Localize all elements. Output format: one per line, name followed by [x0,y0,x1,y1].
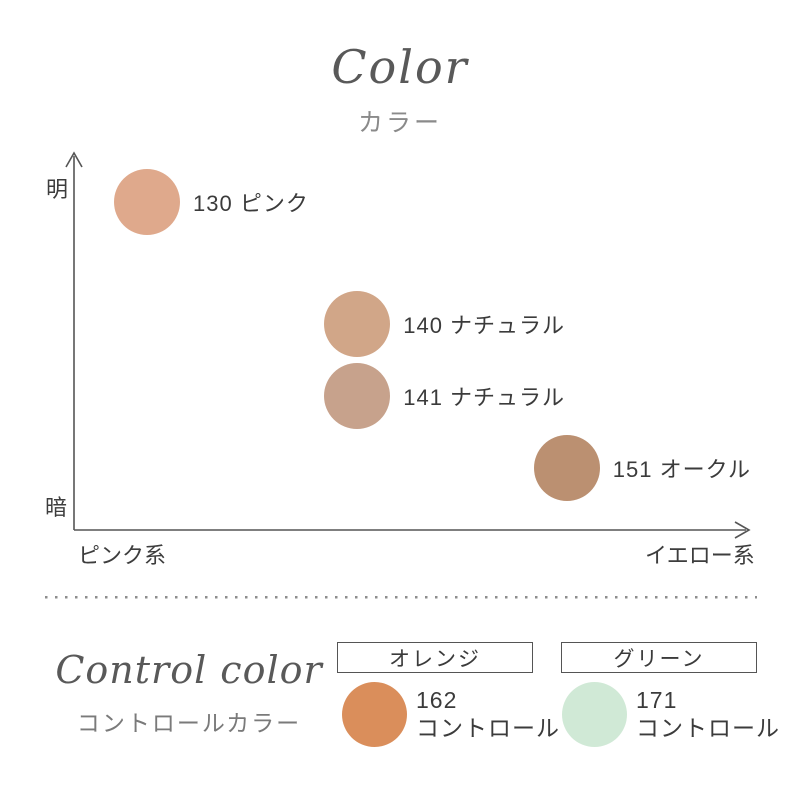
chart-point-140: 140 ナチュラル [324,290,566,357]
control-section-title: Control color [55,648,323,692]
dotted-divider [45,596,757,599]
control-swatch-171 [562,682,627,747]
category-box-orange: オレンジ [337,642,533,673]
control-label-171: 171 コントロール [636,687,780,741]
category-box-green: グリーン [561,642,757,673]
x-axis-label-pink: ピンク系 [78,543,167,568]
page-title: Color [331,40,469,94]
shade-swatch-141 [324,363,391,430]
shade-label-130: 130 ピンク [193,190,309,216]
control-label-162: 162 コントロール [416,687,560,741]
x-axis-label-yellow: イエロー系 [645,543,755,568]
shade-label-141: 141 ナチュラル [403,385,566,411]
page-subtitle: カラー [357,108,442,137]
y-axis-label-dark: 暗 [45,495,68,520]
y-axis-label-bright: 明 [46,177,69,202]
shade-swatch-151 [533,435,600,501]
control-text-171: コントロール [636,714,780,741]
control-swatch-162 [342,682,407,747]
shade-label-151: 151 オークル [612,457,751,482]
shade-swatch-130 [114,168,180,235]
control-section-subtitle: コントロールカラー [76,710,302,736]
control-item-171: 171 コントロール [562,682,780,747]
control-title-block: Control color コントロールカラー [48,648,330,738]
chart-point-151: 151 オークル [533,435,751,501]
control-number-162: 162 [416,687,458,714]
title-block: Color カラー [0,42,800,139]
chart-point-130: 130 ピンク [114,168,309,235]
shade-swatch-140 [324,290,391,357]
control-number-171: 171 [636,687,678,714]
chart-point-141: 141 ナチュラル [324,363,566,430]
y-axis-arrow-icon [65,151,83,168]
shade-label-140: 140 ナチュラル [403,312,566,338]
x-axis-arrow-icon [734,521,751,539]
control-text-162: コントロール [416,714,560,741]
control-item-162: 162 コントロール [342,682,560,747]
